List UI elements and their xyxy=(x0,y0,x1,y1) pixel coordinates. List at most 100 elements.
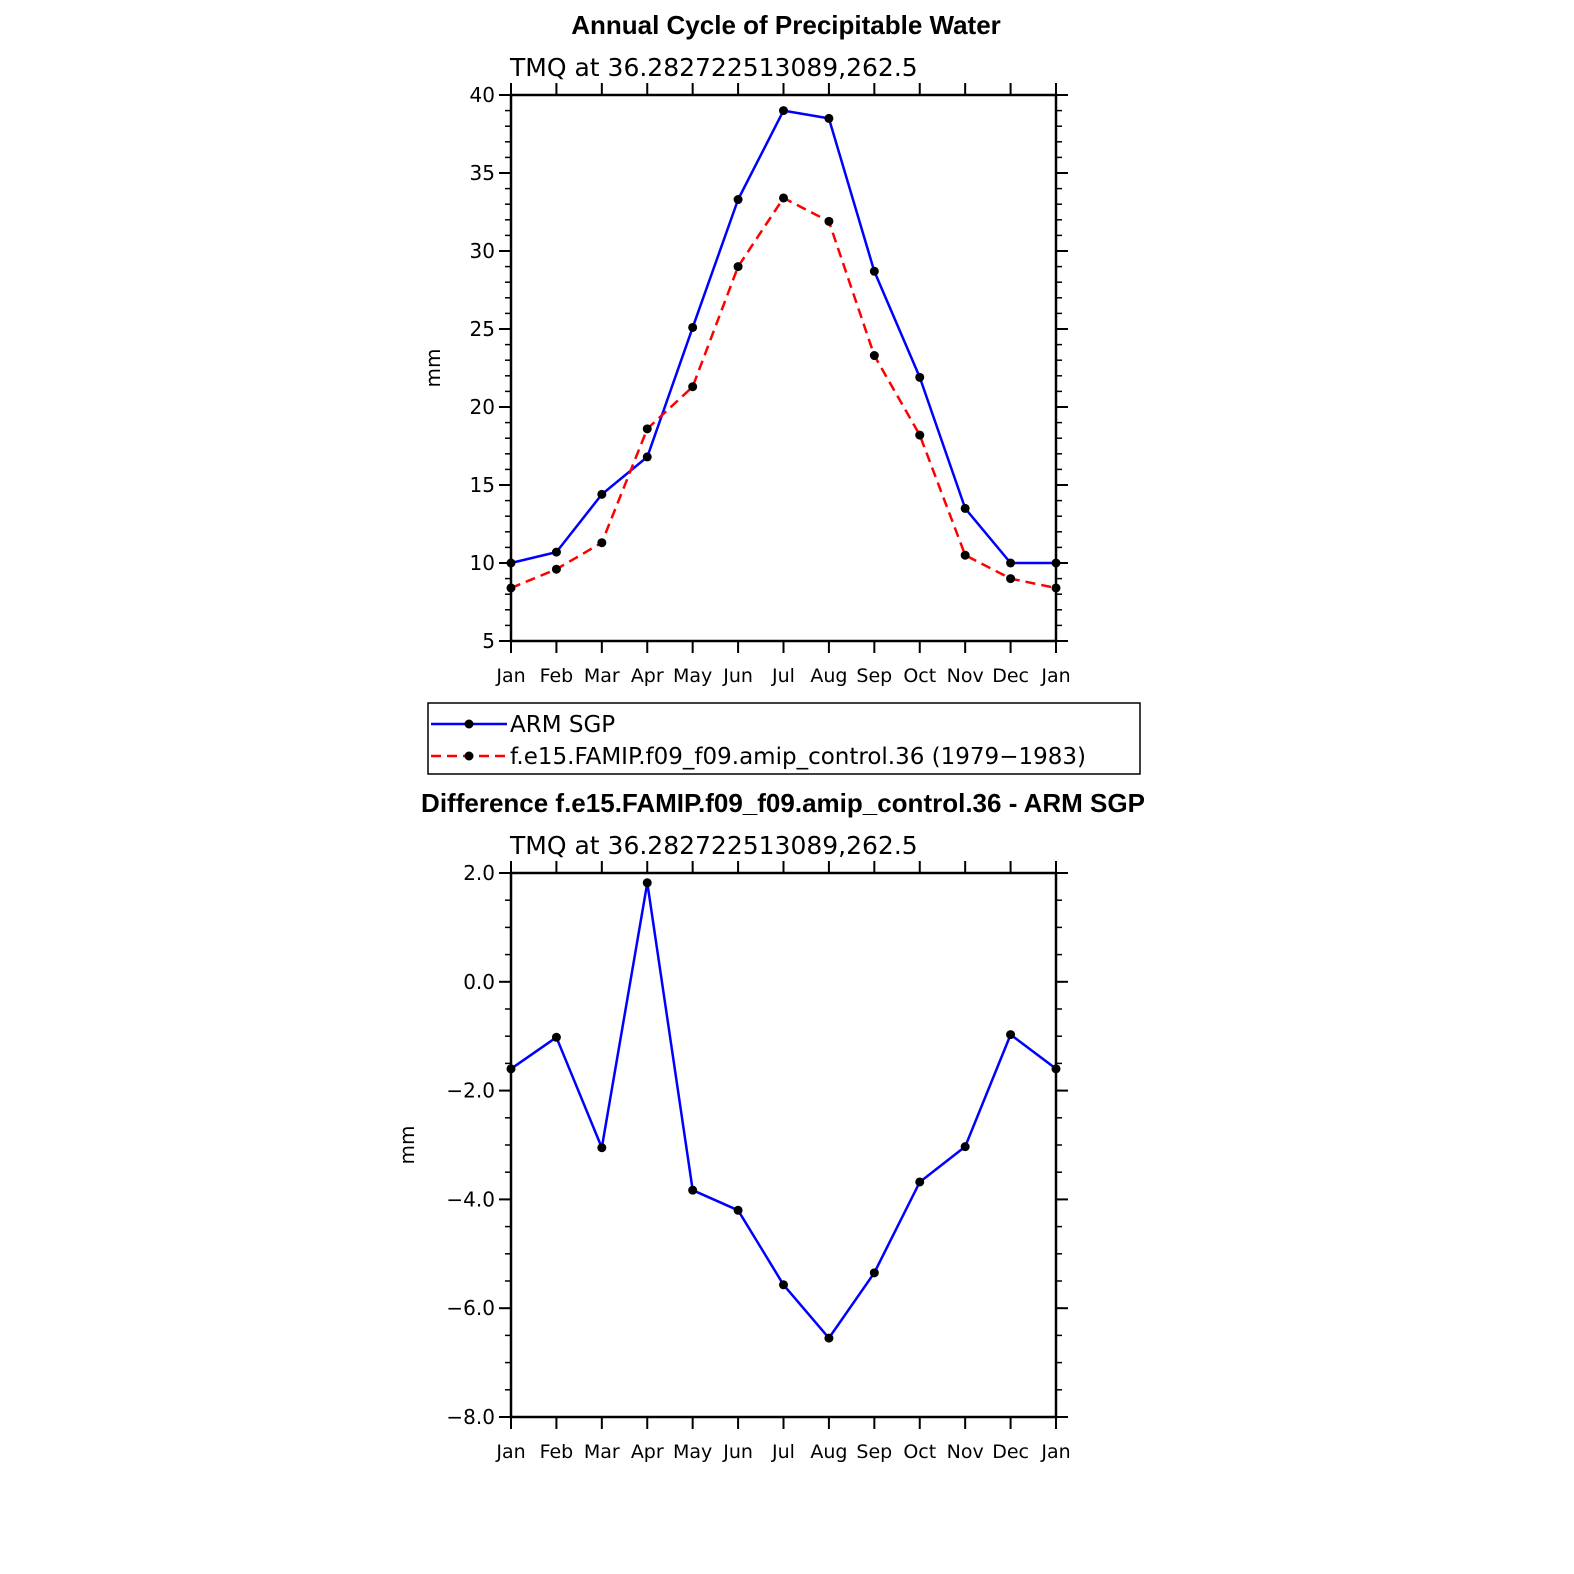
y-tick-label: 10 xyxy=(470,551,495,575)
x-tick-label: Nov xyxy=(947,665,984,687)
x-tick-label: Feb xyxy=(540,1441,574,1463)
x-tick-label: Jul xyxy=(771,1441,795,1463)
x-tick-label: Jan xyxy=(495,1441,525,1463)
data-point xyxy=(915,430,925,440)
data-point xyxy=(642,878,652,888)
data-point xyxy=(733,262,743,272)
data-point xyxy=(597,1143,607,1153)
data-point xyxy=(551,564,561,574)
y-tick-label: 0.0 xyxy=(463,970,495,994)
x-tick-label: Jun xyxy=(722,665,753,687)
data-point xyxy=(1051,1064,1061,1074)
data-point xyxy=(1051,583,1061,593)
series-line-1 xyxy=(510,196,1057,590)
x-tick-label: Aug xyxy=(810,665,847,687)
data-point xyxy=(869,1268,879,1278)
data-point xyxy=(960,550,970,560)
data-point xyxy=(688,322,698,332)
y-tick-label: 5 xyxy=(482,629,495,653)
x-tick-label: Mar xyxy=(584,665,620,687)
data-point xyxy=(1006,558,1016,568)
legend-label-arm-sgp: ARM SGP xyxy=(510,712,615,738)
legend-marker-arm-sgp xyxy=(464,719,474,729)
data-point xyxy=(960,1142,970,1152)
x-tick-label: Sep xyxy=(856,665,892,687)
data-point xyxy=(506,1064,516,1074)
x-tick-label: Apr xyxy=(631,1441,664,1463)
y-tick-label: 40 xyxy=(470,83,495,107)
data-point xyxy=(869,266,879,276)
x-tick-label: Apr xyxy=(631,665,664,687)
data-point xyxy=(869,351,879,361)
data-point xyxy=(915,372,925,382)
data-point xyxy=(779,1280,788,1290)
data-point xyxy=(642,452,652,462)
chart-title: Annual Cycle of Precipitable Water xyxy=(571,10,1001,40)
panel-annual-cycle: Annual Cycle of Precipitable Water TMQ a… xyxy=(421,10,1071,687)
data-point xyxy=(824,1333,834,1343)
y-tick-label: −8.0 xyxy=(446,1405,495,1429)
x-tick-label: Jul xyxy=(771,665,795,687)
plot-area: −8.0 −6.0 −4.0 −2.0 0.0 2.0 Jan Feb Mar Apr May Jun… xyxy=(446,861,1071,1463)
chart-subtitle: TMQ at 36.282722513089,262.5 xyxy=(509,831,918,860)
y-tick-label: 15 xyxy=(470,473,495,497)
legend-box xyxy=(427,702,1141,775)
x-tick-label: Dec xyxy=(992,1441,1029,1463)
x-tick-label: Feb xyxy=(540,665,574,687)
data-point xyxy=(551,547,561,557)
data-point xyxy=(551,1032,561,1042)
y-tick-label: 2.0 xyxy=(463,861,495,885)
x-tick-label: Sep xyxy=(856,1441,892,1463)
data-point xyxy=(915,1177,925,1187)
data-point xyxy=(824,216,834,226)
x-tick-label: May xyxy=(673,1441,712,1463)
data-point xyxy=(597,538,607,548)
data-point xyxy=(733,195,743,205)
plot-frame xyxy=(509,871,1058,1419)
x-tick-label: Nov xyxy=(947,1441,984,1463)
x-tick-label: Jun xyxy=(722,1441,753,1463)
chart-title: Difference f.e15.FAMIP.f09_f09.amip_cont… xyxy=(421,788,1145,818)
data-point xyxy=(733,1205,743,1215)
x-tick-label: May xyxy=(673,665,712,687)
x-tick-label: Oct xyxy=(903,665,936,687)
data-point xyxy=(506,558,516,568)
x-tick-label: Oct xyxy=(903,1441,936,1463)
y-axis-label: mm xyxy=(421,349,445,388)
x-tick-label: Aug xyxy=(810,1441,847,1463)
y-tick-label: −4.0 xyxy=(446,1187,495,1211)
data-point xyxy=(1051,558,1061,568)
data-point xyxy=(642,424,652,434)
data-point xyxy=(1006,1030,1016,1040)
x-tick-label: Mar xyxy=(584,1441,620,1463)
x-tick-label: Jan xyxy=(495,665,525,687)
legend-marker-model xyxy=(464,751,474,761)
data-point xyxy=(779,106,788,116)
y-tick-label: 35 xyxy=(470,161,495,185)
y-tick-label: 20 xyxy=(470,395,495,419)
data-point xyxy=(506,583,516,593)
data-point xyxy=(960,503,970,513)
x-tick-label: Jan xyxy=(1040,665,1070,687)
plot-area: 5 10 15 20 25 30 35 40 Jan Feb Mar Apr May Jun Jul Aug S… xyxy=(470,83,1071,687)
chart-subtitle: TMQ at 36.282722513089,262.5 xyxy=(509,53,918,82)
data-point xyxy=(597,489,607,499)
legend: ARM SGP f.e15.FAMIP.f09_f09.amip_control… xyxy=(427,702,1141,775)
y-tick-label: 30 xyxy=(470,239,495,263)
y-axis-label: mm xyxy=(395,1126,419,1165)
data-point xyxy=(688,1185,698,1195)
series-line-0 xyxy=(510,881,1057,1340)
data-point xyxy=(824,113,834,123)
data-point xyxy=(1006,574,1016,584)
y-tick-label: −2.0 xyxy=(446,1079,495,1103)
legend-label-model: f.e15.FAMIP.f09_f09.amip_control.36 (197… xyxy=(510,744,1086,770)
y-tick-label: −6.0 xyxy=(446,1296,495,1320)
x-tick-label: Jan xyxy=(1040,1441,1070,1463)
panel-difference: Difference f.e15.FAMIP.f09_f09.amip_cont… xyxy=(395,788,1145,1463)
data-point xyxy=(688,382,698,392)
series-line-0 xyxy=(510,109,1056,565)
data-point xyxy=(779,193,788,203)
y-tick-label: 25 xyxy=(470,317,495,341)
x-tick-label: Dec xyxy=(992,665,1029,687)
